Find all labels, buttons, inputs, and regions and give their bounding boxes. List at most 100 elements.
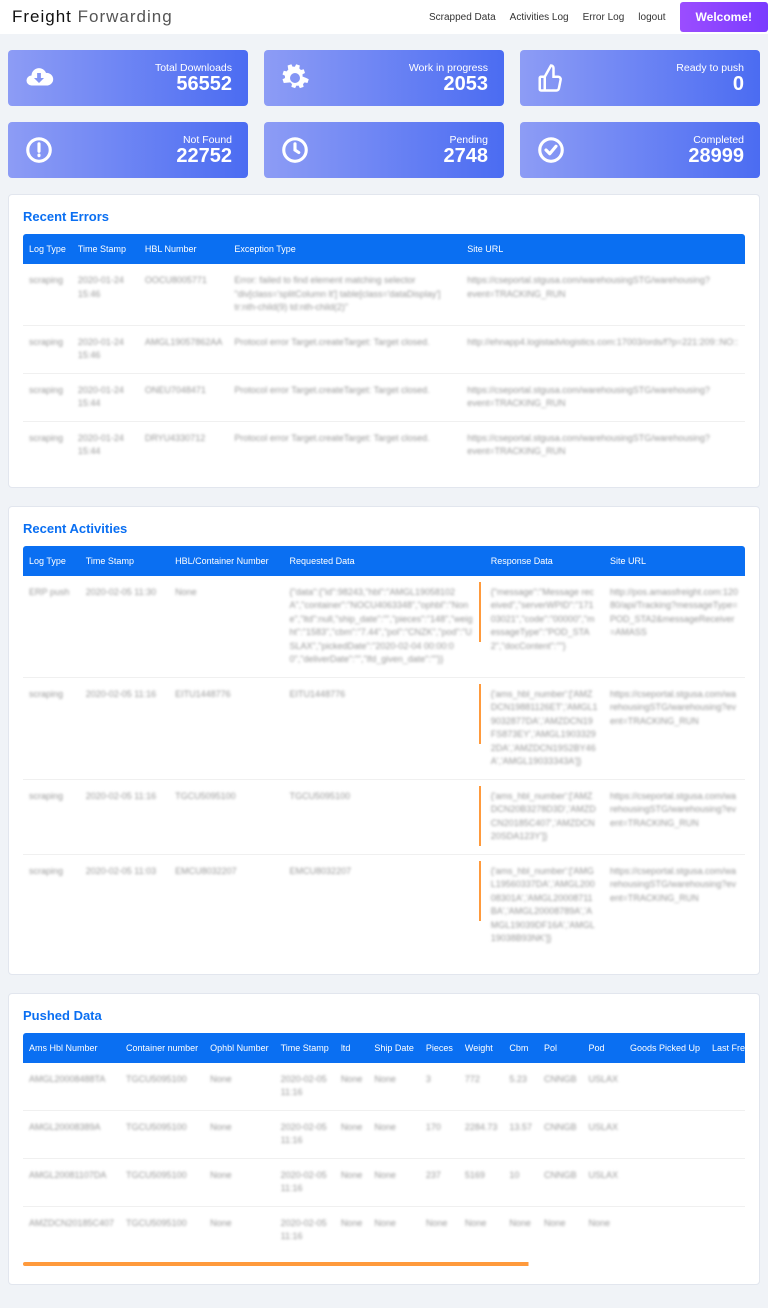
table-cell: 10 — [503, 1158, 538, 1206]
table-cell: {"data":{"id":98243,"hbl":"AMGL19058102A… — [284, 576, 479, 678]
nav-link-errorlog[interactable]: Error Log — [583, 12, 625, 23]
table-cell: scraping — [23, 421, 72, 469]
table-cell: AMZDCN20185C407 — [23, 1206, 120, 1254]
table-row: AMGL20008389ATGCU5095100None2020-02-05 1… — [23, 1110, 745, 1158]
table-cell — [706, 1110, 745, 1158]
table-cell: TGCU5095100 — [120, 1110, 204, 1158]
table-row: scraping2020-01-24 15:44ONEU7048471Proto… — [23, 373, 745, 421]
stat-card-ready: Ready to push0 — [520, 50, 760, 106]
nav-link-logout[interactable]: logout — [638, 12, 665, 23]
gear-icon — [280, 63, 310, 93]
table-cell: http://pos.amassfreight.com:12080/api/Tr… — [604, 576, 745, 678]
col-header: ltd — [335, 1033, 369, 1063]
table-cell: 13.57 — [503, 1110, 538, 1158]
stat-card-wip: Work in progress2053 — [264, 50, 504, 106]
table-cell: Protocol error Target.createTarget: Targ… — [228, 373, 461, 421]
table-cell: 2284.73 — [459, 1110, 504, 1158]
table-cell: 2020-01-24 15:44 — [72, 373, 139, 421]
table-cell: EMCU8032207 — [169, 854, 283, 956]
table-cell: https://cseportal.stgusa.com/warehousing… — [461, 373, 745, 421]
table-cell: None — [204, 1206, 275, 1254]
table-cell: https://cseportal.stgusa.com/warehousing… — [604, 677, 745, 779]
table-cell: CNNGB — [538, 1063, 583, 1111]
table-cell: None — [335, 1110, 369, 1158]
table-cell: https://cseportal.stgusa.com/warehousing… — [604, 779, 745, 854]
table-cell: scraping — [23, 264, 72, 325]
table-cell: TGCU5095100 — [169, 779, 283, 854]
table-row: scraping2020-01-24 15:46AMGL19057862AAPr… — [23, 325, 745, 373]
table-cell: scraping — [23, 779, 80, 854]
clock-icon — [280, 135, 310, 165]
cloud-download-icon — [24, 63, 54, 93]
col-header: Response Data — [485, 546, 604, 576]
table-cell: 2020-01-24 15:46 — [72, 325, 139, 373]
table-cell: 2020-01-24 15:44 — [72, 421, 139, 469]
welcome-button[interactable]: Welcome! — [680, 2, 768, 32]
table-cell: {'ams_hbl_number':['AMZDCN20B3278D3D','A… — [485, 779, 604, 854]
table-cell: None — [204, 1158, 275, 1206]
table-cell: 2020-02-05 11:03 — [80, 854, 169, 956]
table-cell: 2020-01-24 15:46 — [72, 264, 139, 325]
stats-grid: Total Downloads56552 Work in progress205… — [0, 34, 768, 194]
recent-activities-panel: Recent Activities Log Type Time Stamp HB… — [8, 506, 760, 975]
orange-bar-icon — [479, 786, 481, 846]
col-header: Pol — [538, 1033, 583, 1063]
col-header: Requested Data — [284, 546, 479, 576]
pushed-data-panel: Pushed Data Ams Hbl NumberContainer numb… — [8, 993, 760, 1285]
table-cell: 772 — [459, 1063, 504, 1111]
col-header: Goods Picked Up — [624, 1033, 706, 1063]
table-cell — [624, 1206, 706, 1254]
table-cell: https://cseportal.stgusa.com/warehousing… — [604, 854, 745, 956]
thumbs-up-icon — [536, 63, 566, 93]
col-header: Site URL — [461, 234, 745, 264]
table-row: ERP push2020-02-05 11:30None{"data":{"id… — [23, 576, 745, 678]
nav-link-activities[interactable]: Activities Log — [510, 12, 569, 23]
nav-link-scrapped[interactable]: Scrapped Data — [429, 12, 496, 23]
col-header: Time Stamp — [80, 546, 169, 576]
col-header: Ophbl Number — [204, 1033, 275, 1063]
table-cell — [706, 1158, 745, 1206]
table-cell: USLAX — [582, 1110, 624, 1158]
col-header: Site URL — [604, 546, 745, 576]
table-cell: None — [335, 1063, 369, 1111]
table-cell: Protocol error Target.createTarget: Targ… — [228, 421, 461, 469]
table-cell: None — [459, 1206, 504, 1254]
table-cell: 5169 — [459, 1158, 504, 1206]
table-cell: ONEU7048471 — [139, 373, 229, 421]
col-header: HBL/Container Number — [169, 546, 283, 576]
table-cell: None — [582, 1206, 624, 1254]
table-cell: ERP push — [23, 576, 80, 678]
stat-card-completed: Completed28999 — [520, 122, 760, 178]
table-cell — [706, 1063, 745, 1111]
alert-icon — [24, 135, 54, 165]
table-cell: OOCU8005771 — [139, 264, 229, 325]
table-cell: None — [538, 1206, 583, 1254]
errors-table: Log Type Time Stamp HBL Number Exception… — [23, 234, 745, 469]
table-cell: None — [335, 1206, 369, 1254]
table-cell: scraping — [23, 373, 72, 421]
table-cell: USLAX — [582, 1158, 624, 1206]
top-header: Freight Forwarding Scrapped Data Activit… — [0, 0, 768, 34]
table-cell: None — [169, 576, 283, 678]
table-cell: Protocol error Target.createTarget: Targ… — [228, 325, 461, 373]
table-cell: TGCU5095100 — [120, 1158, 204, 1206]
col-header: Pieces — [420, 1033, 459, 1063]
stat-card-downloads: Total Downloads56552 — [8, 50, 248, 106]
check-circle-icon — [536, 135, 566, 165]
table-cell: scraping — [23, 325, 72, 373]
table-row: AMZDCN20185C407TGCU5095100None2020-02-05… — [23, 1206, 745, 1254]
col-header: Ship Date — [368, 1033, 420, 1063]
col-header: Time Stamp — [72, 234, 139, 264]
table-cell: None — [368, 1110, 420, 1158]
table-cell: 2020-02-05 11:16 — [275, 1110, 335, 1158]
activities-table: Log Type Time Stamp HBL/Container Number… — [23, 546, 745, 956]
col-header: Log Type — [23, 546, 80, 576]
col-header: Cbm — [503, 1033, 538, 1063]
table-cell: CNNGB — [538, 1110, 583, 1158]
table-row: scraping2020-02-05 11:16EITU1448776EITU1… — [23, 677, 745, 779]
horizontal-scroll-indicator[interactable] — [23, 1262, 745, 1266]
stat-card-pending: Pending2748 — [264, 122, 504, 178]
table-cell: scraping — [23, 854, 80, 956]
panel-title: Recent Activities — [23, 521, 745, 536]
col-header: HBL Number — [139, 234, 229, 264]
